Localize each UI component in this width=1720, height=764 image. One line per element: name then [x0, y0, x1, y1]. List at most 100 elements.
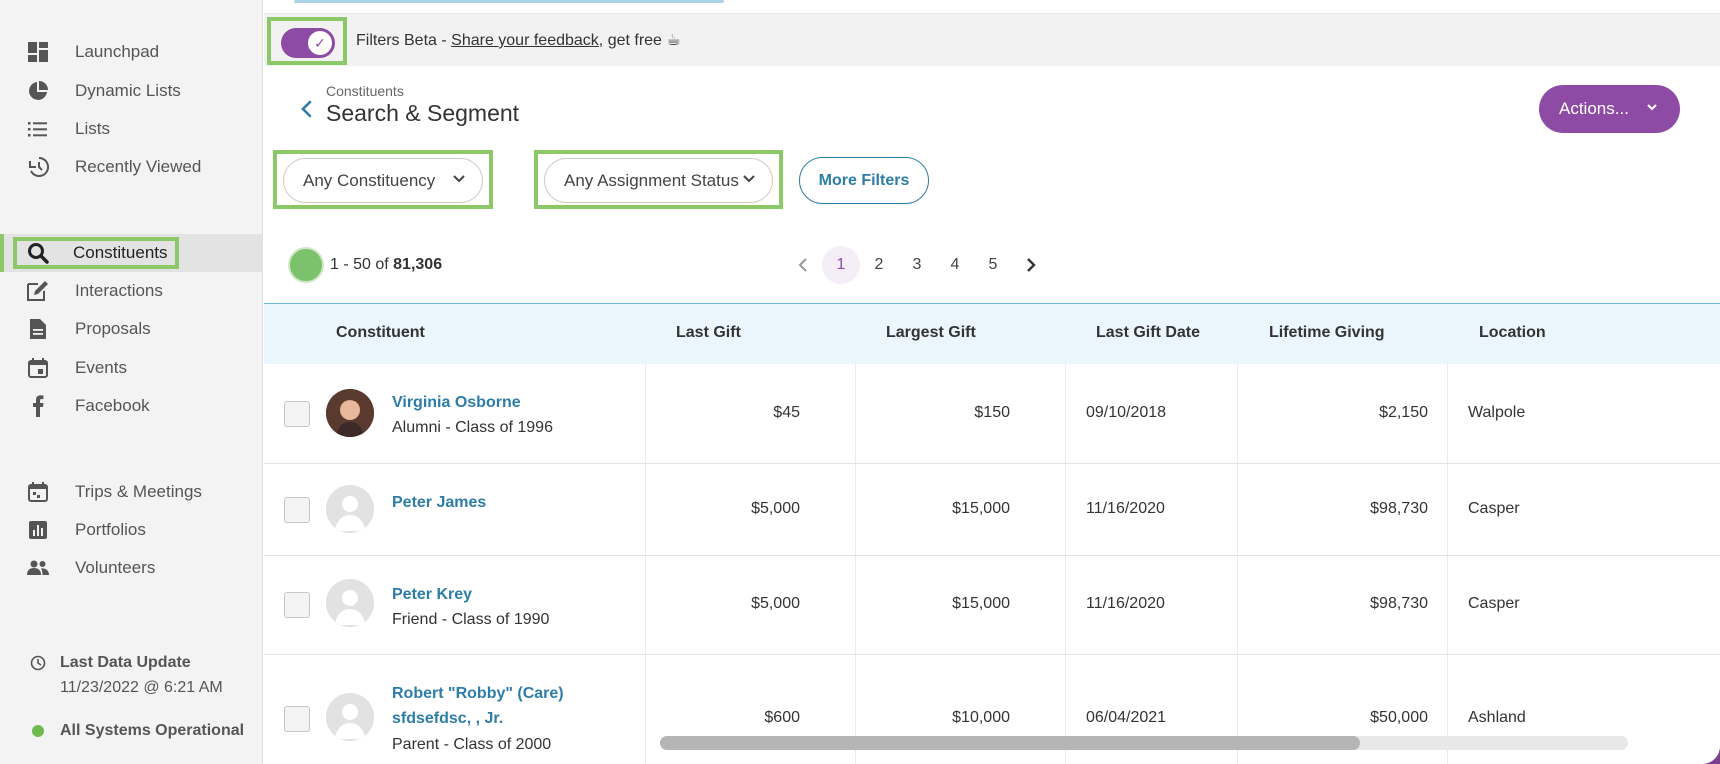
sidebar-item-launchpad[interactable]: Launchpad — [0, 33, 263, 71]
last-gift-date-value: 09/10/2018 — [1086, 404, 1167, 421]
chevron-down-icon — [452, 171, 466, 187]
row-checkbox[interactable] — [284, 592, 310, 618]
sidebar-item-trips-meetings[interactable]: Trips & Meetings — [0, 473, 263, 511]
constituent-affiliation: Alumni - Class of 1996 — [392, 419, 553, 436]
highlight-box: ✓ — [267, 17, 347, 65]
dashboard-icon — [26, 40, 50, 64]
page-1[interactable]: 1 — [822, 246, 860, 284]
page-5[interactable]: 5 — [988, 256, 998, 273]
check-icon: ✓ — [308, 31, 332, 55]
sidebar-item-constituents[interactable]: Constituents — [0, 234, 263, 272]
back-chevron-icon[interactable] — [296, 98, 318, 120]
edit-icon — [26, 279, 50, 303]
location-value: Ashland — [1468, 709, 1526, 726]
sidebar-item-dynamic-lists[interactable]: Dynamic Lists — [0, 72, 263, 110]
column-divider — [1065, 364, 1066, 764]
search-icon — [26, 241, 50, 265]
people-icon — [26, 556, 50, 580]
result-range: 1 - 50 of — [330, 256, 394, 273]
bar-chart-icon — [26, 518, 50, 542]
document-icon — [26, 317, 50, 341]
lifetime-giving-value: $98,730 — [1370, 595, 1428, 612]
sidebar-item-label: Constituents — [73, 243, 168, 262]
avatar[interactable] — [326, 485, 374, 533]
constituents-table: Constituent Last Gift Largest Gift Last … — [264, 303, 1720, 764]
status-dot-icon — [32, 725, 44, 737]
sidebar-item-facebook[interactable]: Facebook — [0, 387, 263, 425]
table-row[interactable]: Peter Krey Friend - Class of 1990 $5,000… — [264, 556, 1720, 655]
horizontal-scrollbar[interactable] — [660, 736, 1628, 750]
sidebar-item-label: Dynamic Lists — [75, 81, 181, 100]
list-icon — [26, 117, 50, 141]
column-header-largest-gift[interactable]: Largest Gift — [886, 324, 976, 341]
actions-button[interactable]: Actions... — [1539, 85, 1680, 133]
column-divider — [855, 364, 856, 764]
column-header-last-gift-date[interactable]: Last Gift Date — [1096, 324, 1201, 341]
column-header-lifetime-giving[interactable]: Lifetime Giving — [1269, 324, 1385, 341]
column-header-last-gift[interactable]: Last Gift — [676, 324, 741, 341]
last-update-label: Last Data Update — [60, 654, 191, 671]
pie-chart-icon — [26, 79, 50, 103]
sidebar-item-label: Recently Viewed — [75, 157, 202, 176]
filters-beta-prefix: Filters Beta - — [356, 32, 452, 49]
row-checkbox[interactable] — [284, 401, 310, 427]
main-content: ✓ Filters Beta - Share your feedback, ge… — [264, 0, 1720, 764]
highlight-box: Any Assignment Status — [534, 150, 783, 209]
constituent-name-link-line2[interactable]: sfdsefdsc, , Jr. — [392, 710, 504, 727]
prev-page-icon[interactable] — [784, 246, 822, 284]
row-checkbox[interactable] — [284, 497, 310, 523]
row-checkbox[interactable] — [284, 706, 310, 732]
avatar[interactable] — [326, 579, 374, 627]
filters-beta-toggle[interactable]: ✓ — [281, 28, 335, 58]
assignment-status-dropdown[interactable]: Any Assignment Status — [544, 158, 773, 203]
last-gift-value: $600 — [764, 709, 800, 726]
sidebar-item-lists[interactable]: Lists — [0, 110, 263, 148]
column-divider — [1237, 364, 1238, 764]
sidebar-item-proposals[interactable]: Proposals — [0, 310, 263, 348]
avatar[interactable] — [326, 693, 374, 741]
avatar[interactable] — [326, 389, 374, 437]
sidebar-item-events[interactable]: Events — [0, 349, 263, 387]
highlight-box: Any Constituency — [273, 150, 493, 209]
table-row[interactable]: Virginia Osborne Alumni - Class of 1996 … — [264, 364, 1720, 464]
largest-gift-value: $10,000 — [952, 709, 1010, 726]
system-status: All Systems Operational — [32, 722, 244, 740]
constituency-value: Any Constituency — [303, 170, 436, 190]
share-feedback-link[interactable]: Share your feedback — [451, 32, 599, 49]
select-all-indicator[interactable] — [288, 247, 324, 283]
largest-gift-value: $150 — [974, 404, 1010, 421]
constituent-name-link[interactable]: Virginia Osborne — [392, 394, 521, 411]
sidebar-item-label: Launchpad — [75, 42, 160, 61]
more-filters-button[interactable]: More Filters — [799, 157, 929, 204]
page-4[interactable]: 4 — [950, 256, 960, 273]
next-page-icon[interactable] — [1012, 246, 1050, 284]
constituency-dropdown[interactable]: Any Constituency — [283, 158, 483, 203]
sidebar-item-interactions[interactable]: Interactions — [0, 272, 263, 310]
sidebar-item-label: Events — [75, 358, 127, 377]
result-count-text: 1 - 50 of 81,306 — [330, 256, 442, 274]
sidebar-item-recently-viewed[interactable]: Recently Viewed — [0, 148, 263, 186]
page-3[interactable]: 3 — [912, 256, 922, 273]
constituent-name-link[interactable]: Peter James — [392, 494, 487, 511]
clock-icon — [30, 655, 46, 676]
column-header-constituent[interactable]: Constituent — [336, 324, 425, 341]
constituent-affiliation: Friend - Class of 1990 — [392, 611, 550, 628]
actions-label: Actions... — [1559, 99, 1629, 118]
breadcrumb[interactable]: Constituents — [326, 83, 404, 99]
sidebar-item-volunteers[interactable]: Volunteers — [0, 549, 263, 587]
column-header-location[interactable]: Location — [1479, 324, 1546, 341]
sidebar-item-portfolios[interactable]: Portfolios — [0, 511, 263, 549]
constituent-affiliation: Parent - Class of 2000 — [392, 736, 552, 753]
page-2[interactable]: 2 — [874, 256, 884, 273]
scrollbar-thumb[interactable] — [660, 736, 1360, 750]
filters-beta-bar: ✓ Filters Beta - Share your feedback, ge… — [264, 14, 1720, 66]
highlight-box — [13, 237, 179, 269]
sidebar-item-label: Trips & Meetings — [75, 482, 202, 501]
table-row[interactable]: Robert "Robby" (Care) sfdsefdsc, , Jr. P… — [264, 655, 1720, 764]
constituent-name-link[interactable]: Peter Krey — [392, 586, 473, 603]
lifetime-giving-value: $2,150 — [1379, 404, 1428, 421]
last-gift-value: $5,000 — [751, 500, 800, 517]
table-row[interactable]: Peter James $5,000 $15,000 11/16/2020 $9… — [264, 464, 1720, 556]
constituent-name-link[interactable]: Robert "Robby" (Care) — [392, 685, 564, 702]
